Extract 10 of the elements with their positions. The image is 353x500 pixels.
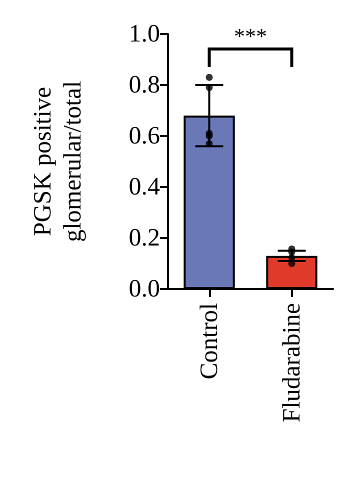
y-tick-label: 0.0 — [128, 276, 160, 302]
x-tick-label: Control — [196, 302, 223, 380]
y-tick-label: 0.6 — [128, 122, 160, 150]
x-tick-label: Fludarabine — [278, 303, 306, 422]
y-tick-label: 1.0 — [128, 20, 160, 48]
y-tick-label: 0.2 — [128, 224, 160, 252]
y-tick-label: 0.8 — [128, 72, 160, 98]
annotation: *** — [234, 24, 267, 48]
y-axis-title: PGSK positive glomerular/total — [30, 80, 86, 242]
y-tick-label: 0.4 — [128, 174, 160, 200]
